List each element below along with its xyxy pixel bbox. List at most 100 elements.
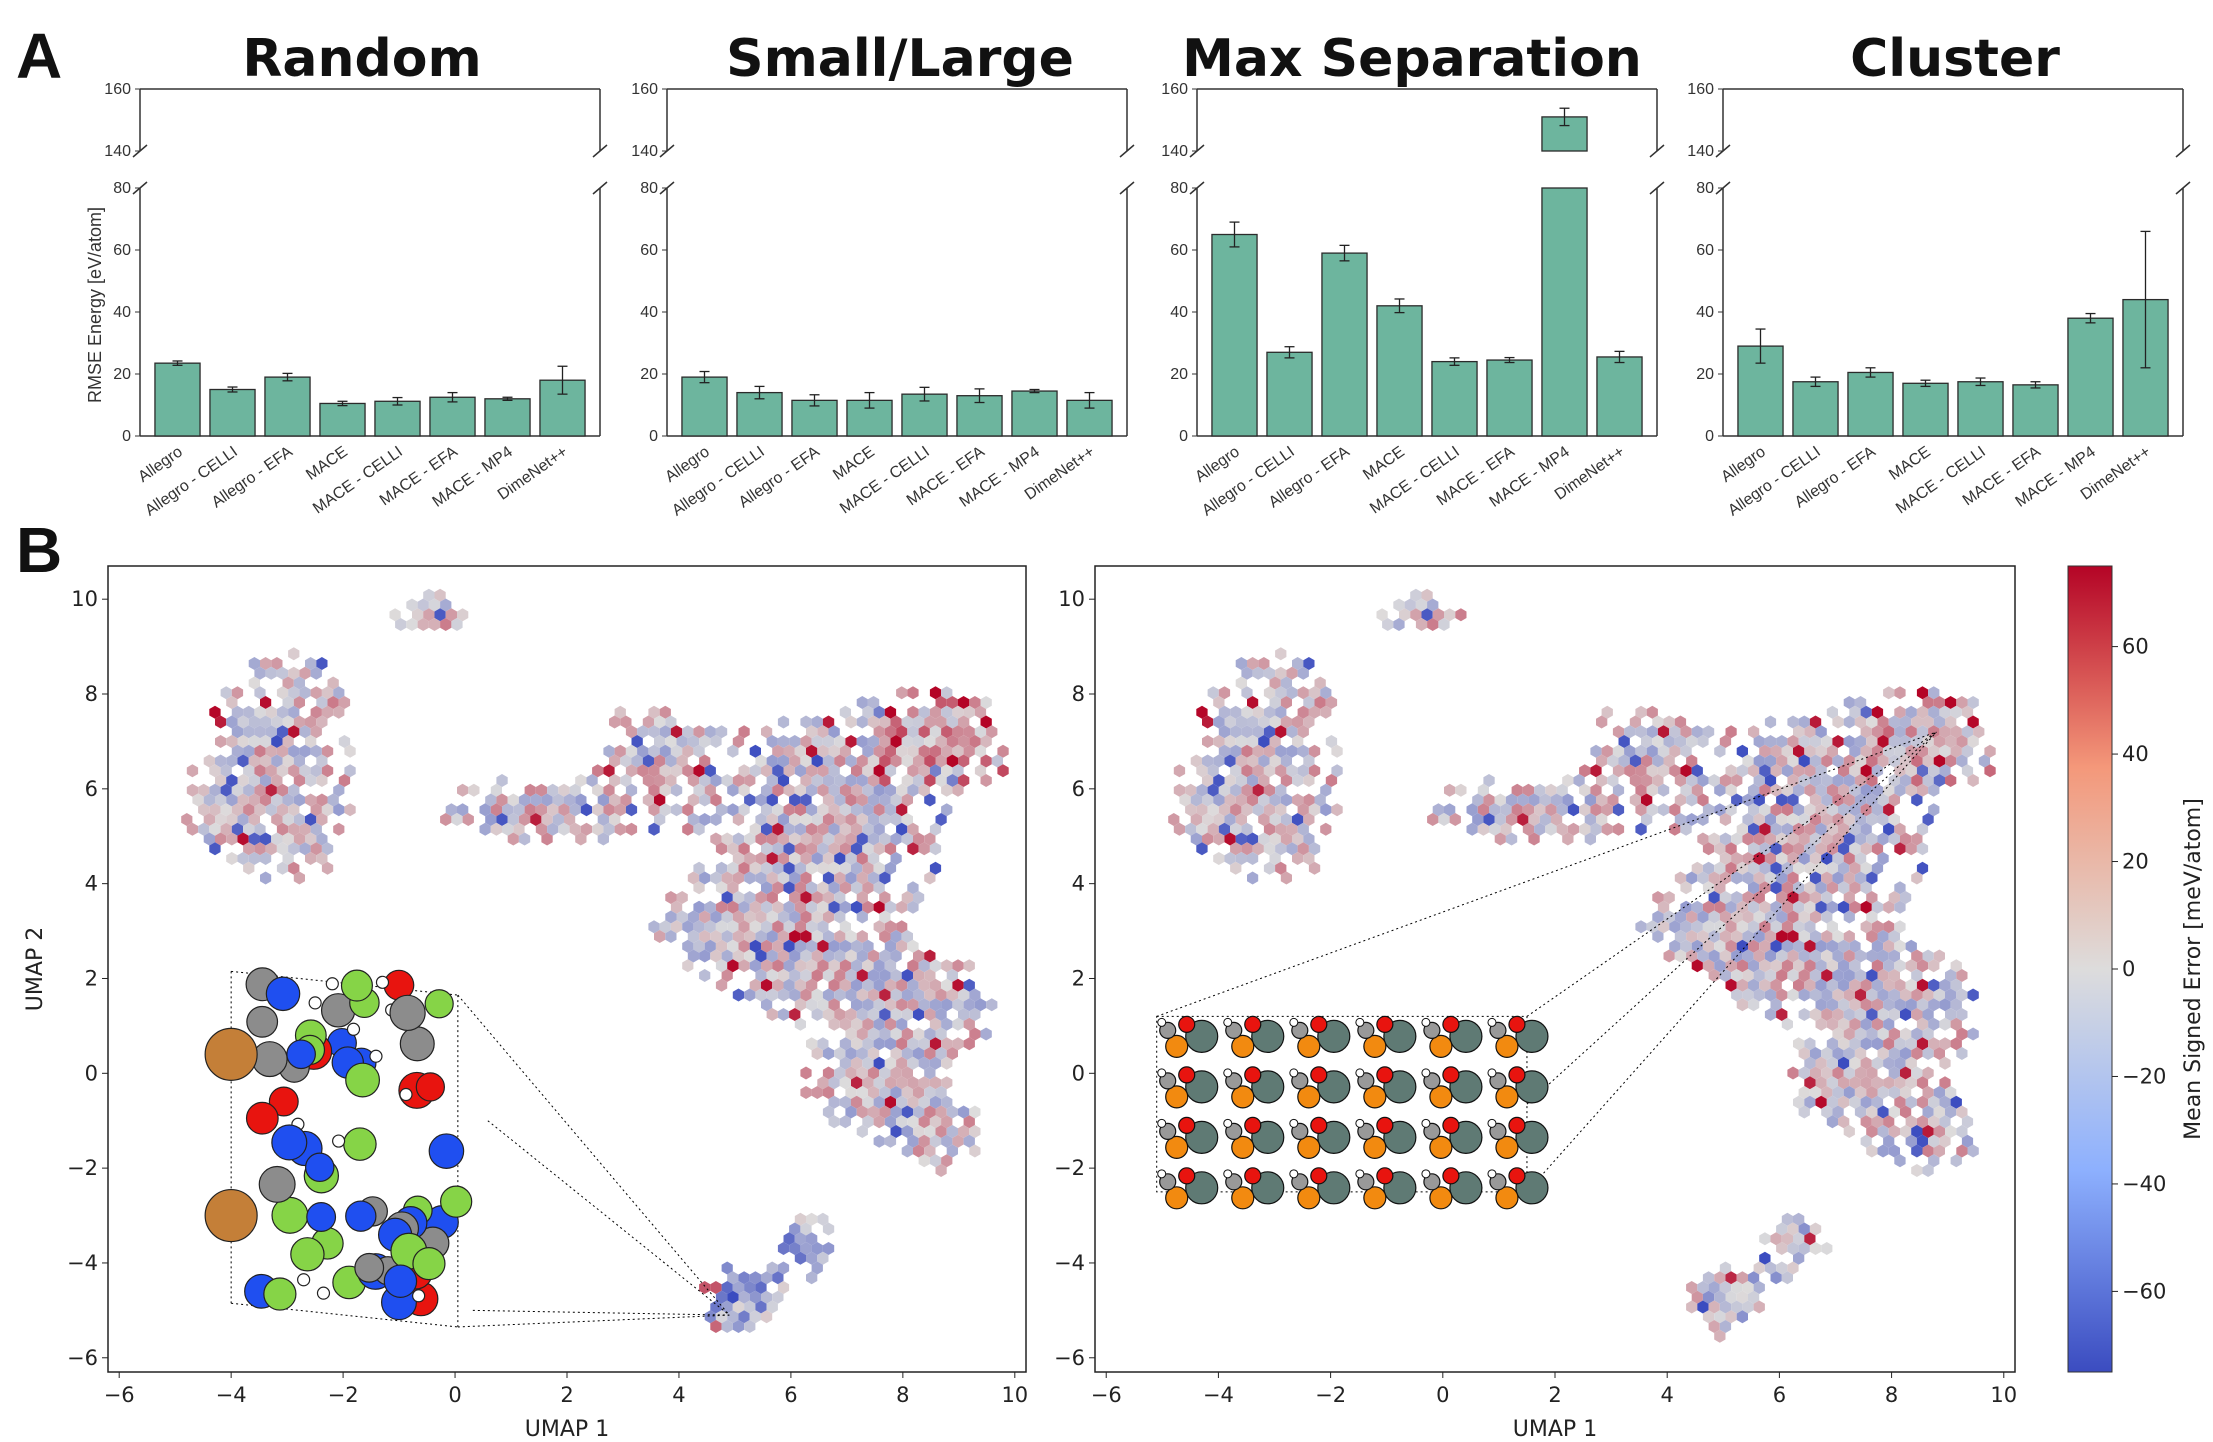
- hexbin-cell: [699, 754, 711, 768]
- hexbin-cell: [839, 1056, 851, 1070]
- axis-break-mark: [1649, 144, 1665, 158]
- x-tick-label: −2: [1315, 1383, 1346, 1407]
- hexbin-cell: [1590, 803, 1602, 817]
- atom-sphere: [1310, 1015, 1328, 1034]
- bar: [1847, 371, 1894, 437]
- hexbin-cell: [209, 822, 221, 836]
- hexbin-cell: [1843, 696, 1855, 709]
- bar: [2067, 317, 2114, 437]
- hexbin-cell: [884, 920, 897, 934]
- hexbin-cell: [507, 832, 519, 846]
- hexbin-cell: [1922, 1008, 1934, 1021]
- hexbin-cell: [293, 754, 305, 768]
- hexbin-cell: [845, 988, 857, 1002]
- y-tick-label: 140: [1161, 143, 1188, 160]
- hexbin-cell: [1303, 696, 1315, 709]
- hexbin-cell: [1686, 1281, 1698, 1294]
- hexbin-cell: [1303, 832, 1315, 846]
- hexbin-cell: [1753, 754, 1765, 768]
- hexbin-cell: [1928, 1134, 1940, 1148]
- hexbin-cell: [1832, 949, 1844, 963]
- hexbin-cell: [811, 715, 823, 729]
- hexbin-cell: [271, 735, 283, 748]
- hexbin-cell: [789, 1222, 801, 1236]
- hexbin-cell: [1900, 1008, 1912, 1021]
- hexbin-cell: [1680, 900, 1692, 914]
- x-category-label: MACE: [1886, 443, 1934, 483]
- hexbin-cell: [1247, 793, 1259, 807]
- hexbin-cell: [1235, 657, 1247, 670]
- y-tick-label: 40: [1696, 304, 1714, 321]
- hexbin-cell: [952, 764, 964, 778]
- hexbin-cell: [1838, 764, 1850, 778]
- hexbin-cell: [1838, 900, 1850, 914]
- hexbin-cell: [738, 803, 750, 817]
- hexbin-cell: [1866, 774, 1878, 787]
- hexbin-cell: [648, 725, 660, 739]
- hexbin-cell: [1719, 910, 1732, 924]
- hexbin-cell: [282, 696, 294, 709]
- hexbin-cell: [1821, 832, 1833, 846]
- colorbar-tick-label: −40: [2122, 1172, 2166, 1196]
- atom-sphere: [1178, 1116, 1196, 1134]
- hexbin-cell: [1748, 725, 1760, 739]
- hexbin-cell: [845, 793, 857, 807]
- hexbin-cell: [1860, 764, 1872, 778]
- hexbin-cell: [744, 1281, 756, 1294]
- hexbin-cell: [958, 735, 970, 748]
- hexbin-cell: [1809, 813, 1822, 826]
- hexbin-cell: [935, 1105, 947, 1119]
- inset-connector-line: [1526, 731, 1937, 1105]
- hexbin-cell: [969, 735, 981, 748]
- hexbin-cell: [1759, 900, 1771, 914]
- hexbin-cell: [856, 910, 868, 924]
- hexbin-cell: [1708, 1300, 1720, 1314]
- hexbin-cell: [1900, 715, 1912, 729]
- hexbin-cell: [896, 725, 908, 739]
- hexbin-cell: [958, 696, 970, 709]
- hexbin-cell: [1674, 871, 1687, 885]
- atom-sphere: [1165, 1186, 1189, 1210]
- atom-sphere: [1244, 1066, 1262, 1084]
- hexbin-cell: [834, 754, 846, 768]
- hexbin-cell: [856, 949, 868, 963]
- hexbin-cell: [1916, 705, 1929, 719]
- hexbin-cell: [288, 705, 300, 719]
- hexbin-cell: [1736, 978, 1748, 992]
- hexbin-cell: [828, 764, 840, 778]
- hexbin-cell: [1916, 822, 1929, 836]
- hexbin-cell: [1894, 822, 1906, 836]
- hexbin-cell: [1950, 1037, 1962, 1051]
- bar-chart-title: Max Separation: [1182, 29, 1642, 89]
- hexbin-cell: [901, 1144, 913, 1158]
- hexbin-cell: [856, 891, 868, 904]
- hexbin-cell: [1663, 735, 1675, 748]
- hexbin-cell: [811, 774, 823, 787]
- hexbin-cell: [901, 774, 913, 787]
- atom-sphere: [1429, 1085, 1453, 1109]
- atom-sphere: [1355, 1169, 1365, 1179]
- hexbin-cell: [738, 959, 750, 973]
- hexbin-cell: [952, 783, 964, 797]
- hexbin-cell: [1866, 715, 1878, 729]
- hexbin-cell: [254, 783, 266, 797]
- hexbin-cell: [1854, 696, 1867, 709]
- hexbin-cell: [625, 822, 638, 836]
- hexbin-cell: [687, 910, 700, 924]
- hexbin-cell: [929, 1134, 942, 1148]
- hexbin-cell: [1939, 1037, 1951, 1051]
- hexbin-cell: [1489, 822, 1501, 836]
- hexbin-cell: [941, 1076, 953, 1090]
- hexbin-cell: [1466, 822, 1478, 836]
- hexbin-cell: [1252, 783, 1264, 797]
- hexbin-cell: [862, 1017, 874, 1031]
- hexbin-cell: [1702, 803, 1715, 817]
- atom-sphere: [1165, 1135, 1189, 1159]
- hexbin-cell: [1742, 852, 1754, 865]
- hexbin-cell: [670, 725, 683, 739]
- hexbin-cell: [1275, 686, 1287, 700]
- hexbin-cell: [851, 881, 863, 895]
- hexbin-cell: [1843, 1086, 1855, 1099]
- hexbin-cell: [1911, 1027, 1923, 1041]
- hexbin-cell: [924, 1086, 936, 1099]
